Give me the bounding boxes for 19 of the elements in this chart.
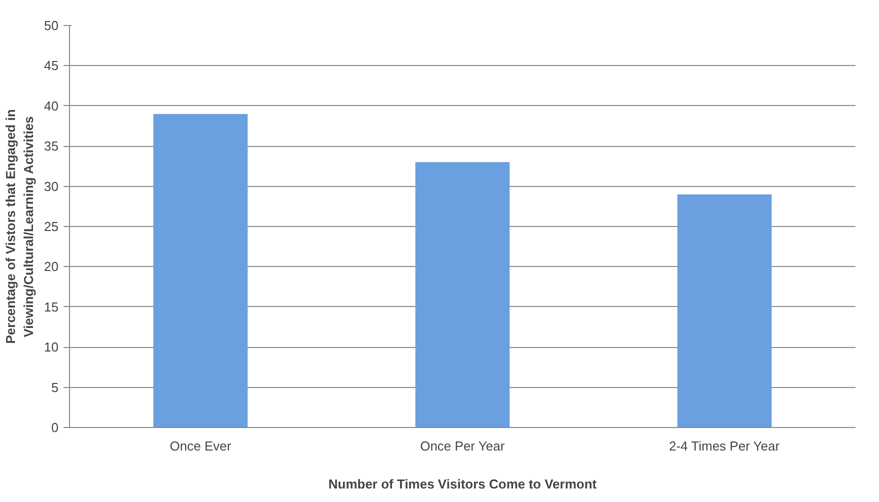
y-tick-label: 25: [44, 219, 59, 234]
y-tick-label: 40: [44, 98, 59, 114]
bar: [153, 114, 248, 428]
bar: [415, 162, 510, 428]
y-tick-label: 45: [44, 58, 59, 74]
y-tick-label: 30: [44, 178, 59, 194]
y-tick-label: 20: [44, 259, 59, 274]
bar: [677, 194, 772, 428]
y-tick-label: 15: [44, 299, 59, 314]
x-tick-label: Once Per Year: [420, 438, 506, 454]
y-tick-label: 0: [51, 420, 59, 435]
x-tick-label: 2-4 Times Per Year: [668, 438, 780, 454]
y-tick-label: 5: [51, 380, 59, 395]
y-tick-label: 35: [44, 138, 59, 154]
x-tick-label: Once Ever: [170, 438, 232, 454]
y-axis-title: Percentage of Vistors that Engaged in Viewing/Cultural/Learning Activities: [3, 109, 36, 344]
y-tick-label: 50: [44, 18, 59, 33]
y-tick-label: 10: [44, 340, 59, 355]
x-axis-title: Number of Times Visitors Come to Vermont: [328, 476, 598, 492]
